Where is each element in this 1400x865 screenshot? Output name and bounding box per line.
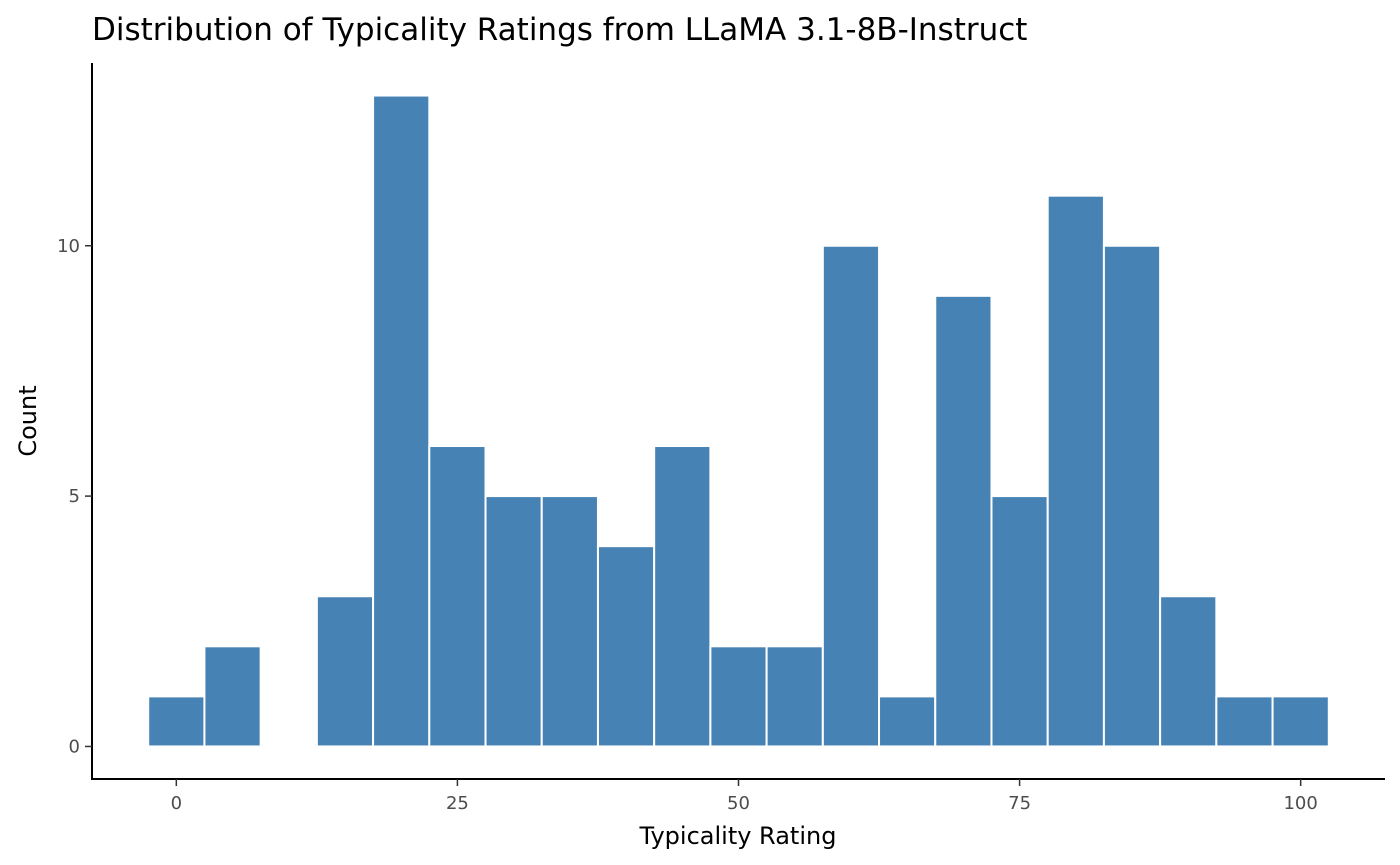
x-axis-title: Typicality Rating	[639, 822, 837, 850]
histogram-bar-85	[1102, 244, 1162, 748]
histogram-bar-50	[709, 645, 768, 748]
histogram-bar-5	[203, 645, 262, 748]
x-tick-label-50: 50	[727, 793, 750, 814]
y-axis-title: Count	[14, 385, 42, 456]
x-ticks: 0 25 50 75 100	[171, 779, 1318, 814]
histogram-bar-90	[1159, 595, 1218, 748]
histogram-bar-95	[1215, 695, 1274, 748]
y-ticks: 0 5 10	[57, 236, 92, 757]
histogram-bar-45	[653, 445, 712, 748]
histogram-bar-15	[315, 595, 375, 748]
histogram-bar-55	[765, 645, 824, 748]
histogram-bar-25	[428, 445, 487, 748]
x-tick-label-0: 0	[171, 793, 182, 814]
histogram-bar-80	[1046, 194, 1105, 748]
histogram-bar-100	[1271, 695, 1330, 748]
x-tick-label-25: 25	[446, 793, 469, 814]
x-tick-label-75: 75	[1008, 793, 1031, 814]
histogram-bar-65	[878, 695, 937, 748]
y-tick-label-10: 10	[57, 236, 80, 257]
histogram-bar-30	[484, 495, 543, 748]
histogram-bar-70	[934, 294, 993, 748]
chart-title: Distribution of Typicality Ratings from …	[92, 12, 1027, 48]
histogram-bar-75	[990, 495, 1049, 748]
histogram-bar-20	[372, 94, 431, 748]
histogram-bar-35	[540, 495, 599, 748]
bars-layer	[147, 94, 1330, 748]
y-tick-label-0: 0	[69, 736, 80, 757]
histogram-bar-40	[596, 545, 656, 748]
histogram-bar-60	[821, 244, 881, 748]
x-tick-label-100: 100	[1283, 793, 1317, 814]
y-tick-label-5: 5	[69, 486, 80, 507]
histogram-bar-0	[147, 695, 206, 748]
